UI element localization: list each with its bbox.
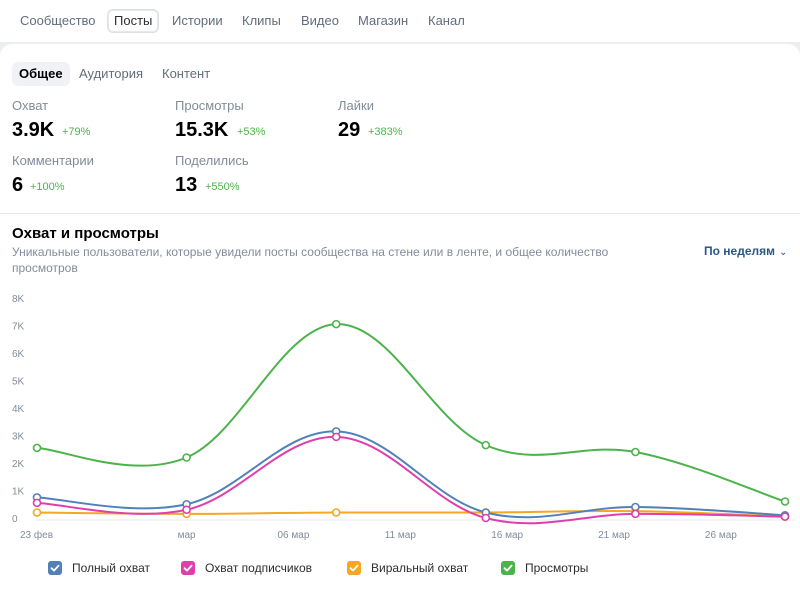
metric-shares-label: Поделились [175,153,249,168]
data-point[interactable] [481,513,491,523]
y-tick-label: 6K [12,349,25,360]
tab-video[interactable]: Видео [301,13,339,28]
data-point[interactable] [331,319,341,329]
tab-posts[interactable]: Посты [107,9,160,33]
y-tick-label: 1K [12,487,25,498]
legend-label: Просмотры [525,561,589,575]
y-tick-label: 4K [12,404,25,415]
chevron-down-icon: ⌄ [779,247,788,258]
tab-clips[interactable]: Клипы [242,13,281,28]
x-tick-label: 21 мар [598,530,630,541]
data-point[interactable] [331,432,341,442]
tab-community[interactable]: Сообщество [20,13,96,28]
subtab-general[interactable]: Общее [12,62,70,86]
metric-reach-delta: +79% [62,126,91,138]
checkbox-icon [181,561,195,575]
x-tick-label: 23 фев [20,529,53,541]
subtab-content[interactable]: Контент [162,66,211,81]
metric-views-value: 15.3K [175,119,229,141]
metric-likes-delta: +383% [368,126,403,138]
data-point[interactable] [32,443,42,453]
metric-comments-label: Комментарии [12,153,94,168]
y-tick-label: 3K [12,432,25,443]
stats-card [0,44,800,590]
series-line [36,430,786,519]
y-tick-label: 7K [12,322,25,333]
checkbox-icon [48,561,62,575]
tab-channel[interactable]: Канал [428,13,465,28]
data-point[interactable] [182,505,191,515]
divider [0,213,800,214]
x-tick-label: 26 мар [705,530,737,541]
metric-reach-label: Охват [12,98,49,113]
line-chart: 0 1K 2K 3K 4K 5K 6K 7K 8K 23 фев мар 06 мар 11 мар 16… [12,294,795,541]
metric-comments-delta: +100% [30,181,65,193]
data-point[interactable] [780,497,790,506]
series-line [36,509,786,518]
metric-views-delta: +53% [237,126,266,138]
legend-label: Полный охват [72,561,151,575]
period-label: По неделям [704,244,776,258]
metric-comments-value: 6 [12,174,24,196]
legend-label: Виральный охват [371,561,469,575]
x-tick-label: мар [178,530,196,541]
x-tick-label: 06 мар [278,530,310,541]
data-point[interactable] [780,512,790,521]
checkbox-icon [501,561,515,575]
series-line [36,435,786,525]
metric-likes-value: 29 [338,119,361,141]
data-point[interactable] [331,508,341,517]
metric-reach-value: 3.9K [12,119,55,141]
data-point[interactable] [32,498,42,508]
period-dropdown[interactable]: По неделям ⌄ [704,244,787,258]
chart-title: Охват и просмотры [12,225,159,242]
subtab-audience[interactable]: Аудитория [79,66,144,81]
metric-likes-label: Лайки [338,98,374,113]
data-point[interactable] [631,502,640,512]
y-tick-label: 5K [12,377,25,388]
chart-subtitle: Уникальные пользователи, которые увидели… [12,245,609,275]
checkbox-icon [347,561,361,575]
x-tick-label: 11 мар [385,530,417,541]
y-tick-label: 8K [12,294,25,305]
metric-shares-value: 13 [175,174,198,196]
data-point[interactable] [631,447,640,457]
data-point[interactable] [182,453,191,462]
metric-views-label: Просмотры [175,98,244,113]
x-tick-label: 16 мар [491,530,523,541]
top-nav: Сообщество Посты Истории Клипы Видео Маг… [0,0,800,42]
data-point[interactable] [631,509,640,519]
data-point[interactable] [481,440,491,450]
tab-stories[interactable]: Истории [172,13,223,28]
tab-shop[interactable]: Магазин [358,13,409,28]
legend-label: Охват подписчиков [205,561,313,575]
series-line [36,323,786,503]
metric-shares-delta: +550% [205,181,240,193]
y-tick-label: 2K [12,459,25,470]
data-point[interactable] [32,508,42,517]
y-tick-label: 0 [12,514,18,525]
